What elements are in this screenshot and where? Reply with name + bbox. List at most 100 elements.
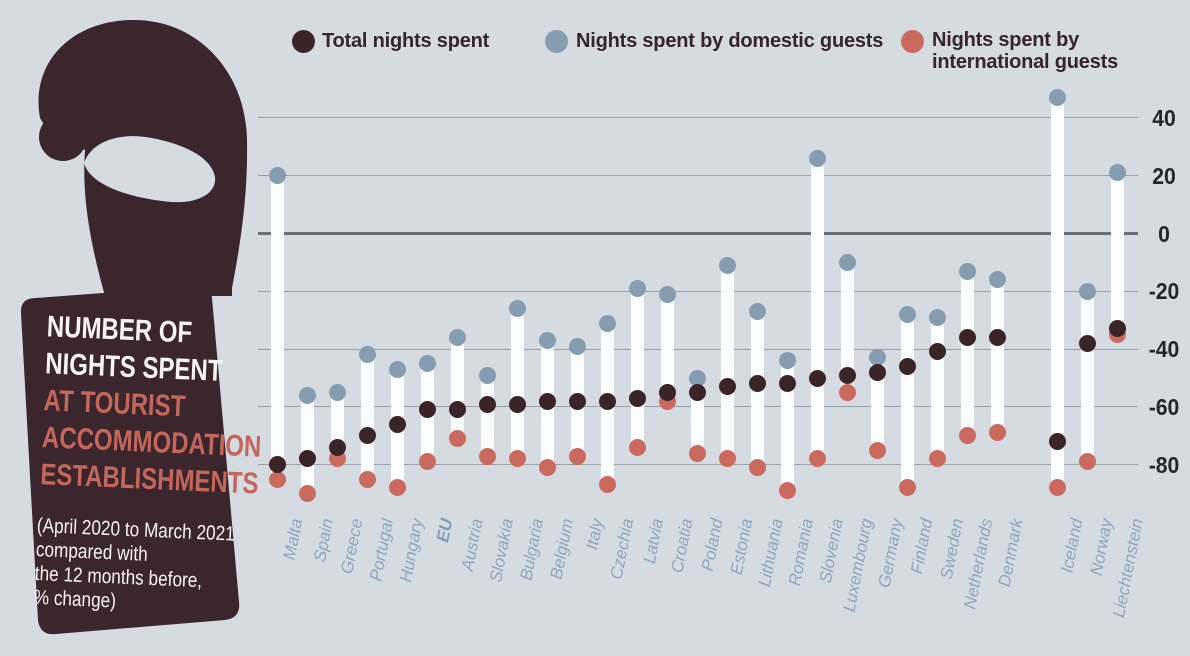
dot-total [328, 438, 346, 456]
dot-domestic [868, 349, 886, 367]
dot-total [268, 456, 286, 474]
dot-total [988, 329, 1006, 347]
legend-international-line2: international guests [932, 51, 1119, 73]
dot-total [628, 389, 646, 407]
dot-international [838, 383, 856, 401]
country-label: Finland [907, 517, 937, 576]
dot-total [538, 392, 556, 410]
country-label: Bulgaria [516, 517, 547, 582]
dot-international [508, 450, 526, 468]
y-axis-label: 20 [1152, 162, 1176, 189]
country-label: Lithuania [754, 517, 787, 589]
range-bar [450, 337, 464, 439]
dot-international [988, 424, 1006, 442]
gridline [258, 464, 1138, 466]
dot-international [448, 430, 466, 448]
country-label: Slovenia [815, 517, 847, 585]
dot-total [928, 343, 946, 361]
range-bar [840, 262, 854, 393]
dot-total [568, 392, 586, 410]
dot-domestic [538, 331, 556, 349]
dot-international [418, 453, 436, 471]
dot-domestic [388, 360, 406, 378]
legend-domestic-label: Nights spent by domestic guests [576, 30, 884, 52]
dot-total [298, 450, 316, 468]
y-axis-label: 0 [1158, 220, 1170, 247]
country-label: Spain [309, 517, 337, 564]
dot-domestic [298, 386, 316, 404]
dot-international [958, 427, 976, 445]
legend-total-label: Total nights spent [322, 30, 490, 52]
hanger-hook-cap [39, 113, 87, 161]
dot-domestic [448, 329, 466, 347]
dot-domestic [328, 383, 346, 401]
dot-domestic [988, 271, 1006, 289]
range-bar [810, 158, 824, 459]
gridline [258, 175, 1138, 177]
dot-international [748, 459, 766, 477]
title-line-1: NUMBER OF [46, 309, 193, 350]
dot-domestic [1108, 164, 1126, 182]
dot-domestic [718, 256, 736, 274]
country-label: Estonia [727, 517, 757, 577]
title-line-3: AT TOURIST [43, 383, 186, 423]
range-bar [270, 175, 284, 480]
country-label: Croatia [667, 517, 697, 575]
gridline [258, 117, 1138, 119]
range-bar [300, 395, 314, 494]
country-label: Norway [1087, 517, 1117, 578]
country-label: EU [433, 517, 457, 544]
dot-domestic [808, 149, 826, 167]
dot-domestic [898, 305, 916, 323]
dot-international [808, 450, 826, 468]
dot-domestic [508, 300, 526, 318]
dot-domestic [1078, 282, 1096, 300]
y-axis-label: -60 [1148, 393, 1180, 420]
country-label: Malta [280, 517, 307, 562]
dot-total [478, 395, 496, 413]
country-label: Poland [697, 517, 727, 573]
country-label: Iceland [1057, 517, 1087, 575]
dot-domestic [658, 285, 676, 303]
dot-domestic [688, 369, 706, 387]
dot-international [1078, 453, 1096, 471]
dot-total [688, 383, 706, 401]
country-label: Greece [337, 517, 367, 576]
dot-total [418, 401, 436, 419]
door-hanger-panel: NUMBER OF NIGHTS SPENT AT TOURIST ACCOMM… [20, 20, 262, 635]
dot-total [808, 369, 826, 387]
dot-total [958, 329, 976, 347]
range-bar [720, 265, 734, 459]
dot-total [748, 375, 766, 393]
y-axis-label: -40 [1148, 336, 1180, 363]
y-axis-label: -80 [1148, 451, 1180, 478]
subtitle-line-4: % change) [33, 587, 116, 613]
country-label: Belgium [546, 517, 577, 581]
legend-international-line1: Nights spent by [932, 29, 1080, 51]
range-bar [990, 279, 1004, 433]
legend-domestic-dot-icon [545, 30, 568, 53]
country-label: Hungary [395, 517, 427, 584]
dot-domestic [418, 355, 436, 373]
dot-total [778, 375, 796, 393]
dot-international [388, 479, 406, 497]
country-label: Sweden [936, 517, 967, 581]
subtitle-line-2: compared with [35, 539, 148, 567]
dot-domestic [838, 253, 856, 271]
range-bar [480, 375, 494, 457]
dot-domestic [268, 167, 286, 185]
dot-international [538, 459, 556, 477]
range-bar [1080, 291, 1094, 462]
dot-domestic [568, 337, 586, 355]
hanger-body [20, 285, 240, 635]
country-label: Austria [457, 517, 487, 573]
country-label: Romania [785, 517, 817, 588]
dot-international [298, 485, 316, 503]
legend-international-dot-icon [901, 30, 924, 53]
range-bar [510, 308, 524, 459]
dot-domestic [958, 262, 976, 280]
zero-gridline [258, 232, 1138, 235]
country-label: Germany [874, 517, 907, 590]
dot-domestic [778, 352, 796, 370]
